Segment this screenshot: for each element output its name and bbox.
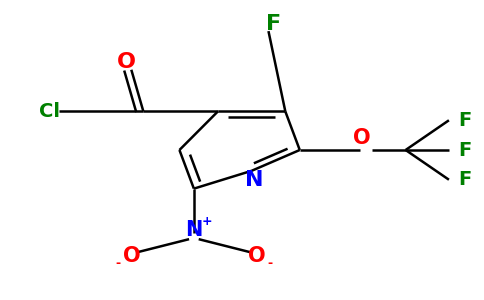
Text: N: N (245, 170, 263, 190)
Text: O: O (248, 245, 265, 266)
Text: F: F (266, 14, 281, 34)
Text: +: + (202, 215, 212, 228)
Text: N: N (185, 220, 203, 240)
Text: O: O (117, 52, 136, 72)
Text: Cl: Cl (39, 102, 60, 121)
Text: -: - (267, 257, 272, 270)
Text: O: O (122, 245, 140, 266)
Text: F: F (458, 111, 472, 130)
Text: F: F (458, 140, 472, 160)
Text: O: O (353, 128, 371, 148)
Text: -: - (115, 257, 121, 270)
Text: F: F (458, 170, 472, 189)
